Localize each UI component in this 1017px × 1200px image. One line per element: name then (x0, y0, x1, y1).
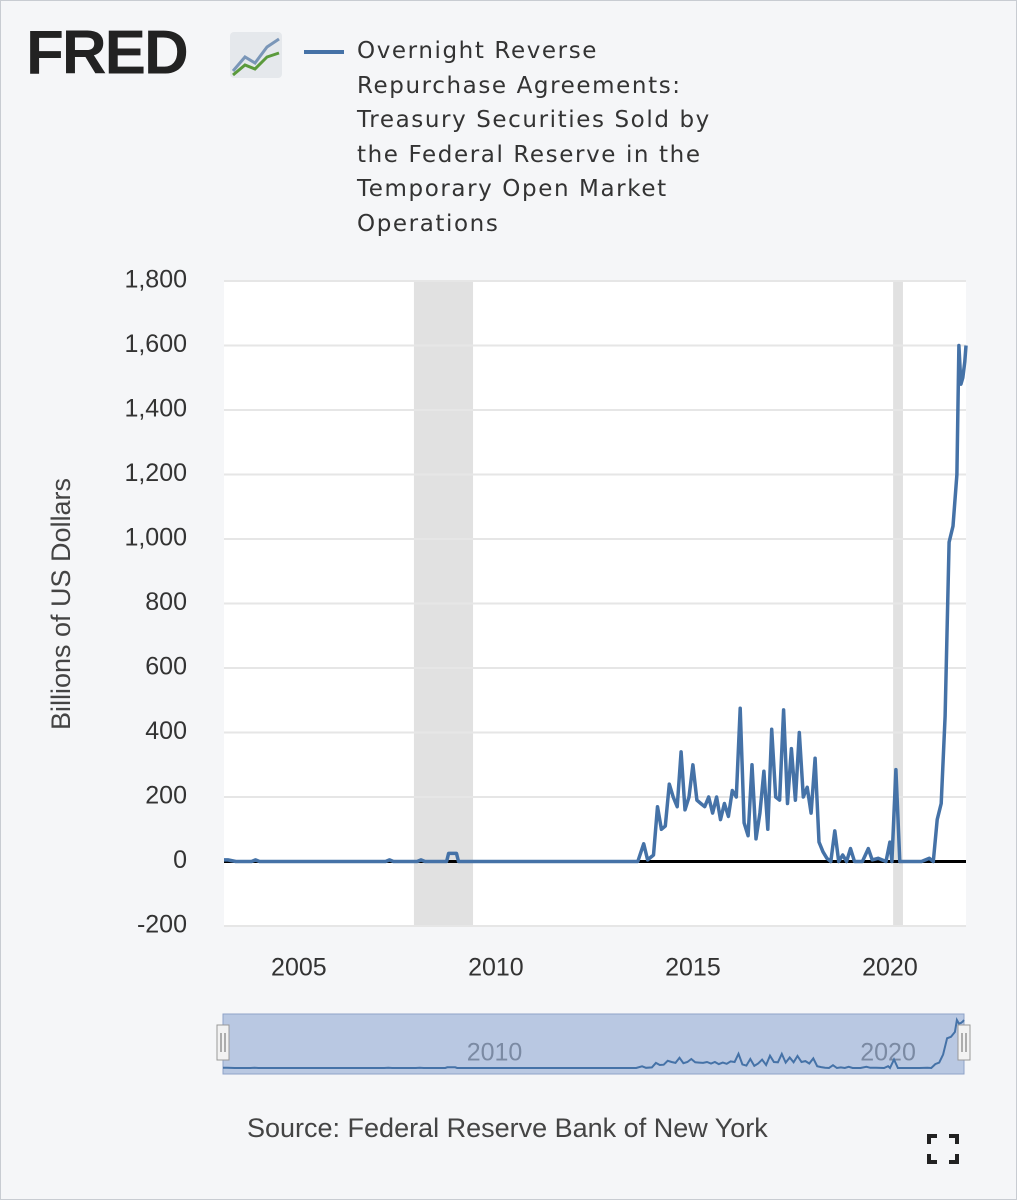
x-tick-label: 2020 (862, 954, 918, 982)
y-axis-label: Billions of US Dollars (46, 478, 76, 730)
y-tick-label: 1,600 (124, 330, 187, 358)
y-tick-label: 1,000 (124, 524, 187, 552)
x-tick-label: 2005 (271, 954, 327, 982)
y-tick-label: 200 (145, 782, 187, 810)
handle-box (957, 1024, 971, 1061)
y-tick-label: 600 (145, 653, 187, 681)
navigator-handle[interactable] (216, 1024, 230, 1061)
navigator-label: 2020 (860, 1039, 916, 1067)
y-tick-label: 1,800 (124, 266, 187, 294)
y-tick-label: -200 (137, 911, 187, 939)
legend-text: Overnight Reverse Repurchase Agreements:… (357, 38, 711, 237)
navigator (222, 1013, 965, 1075)
series-line (224, 343, 968, 864)
navigator-handle[interactable] (957, 1024, 971, 1061)
handle-box (216, 1024, 230, 1061)
x-tick-label: 2010 (468, 954, 524, 982)
y-tick-label: 1,400 (124, 395, 187, 423)
y-tick-label: 1,200 (124, 459, 187, 487)
y-tick-label: 800 (145, 588, 187, 616)
navigator-label: 2010 (467, 1039, 523, 1067)
expand-icon[interactable] (927, 1134, 959, 1164)
x-tick-label: 2015 (665, 954, 721, 982)
logo: FRED (26, 18, 187, 87)
navigator-line (223, 1017, 965, 1070)
source: Source: Federal Reserve Bank of New York (247, 1113, 768, 1143)
y-tick-label: 400 (145, 717, 187, 745)
y-tick-label: 0 (173, 846, 187, 874)
logo-icon (230, 32, 282, 78)
